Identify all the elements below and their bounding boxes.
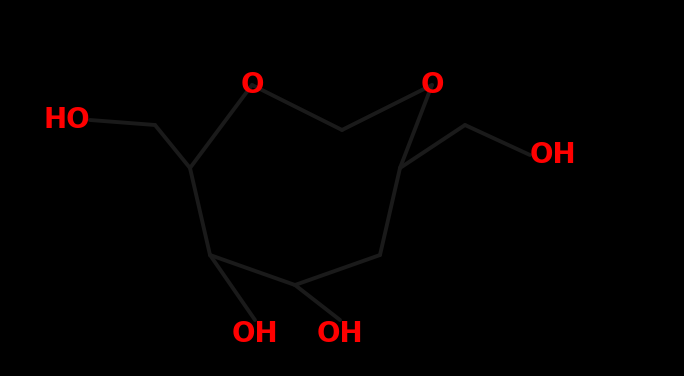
- Text: OH: OH: [317, 320, 363, 348]
- Text: O: O: [420, 71, 444, 99]
- Text: HO: HO: [43, 106, 90, 134]
- Text: OH: OH: [530, 141, 577, 169]
- Text: O: O: [240, 71, 264, 99]
- Text: OH: OH: [232, 320, 278, 348]
